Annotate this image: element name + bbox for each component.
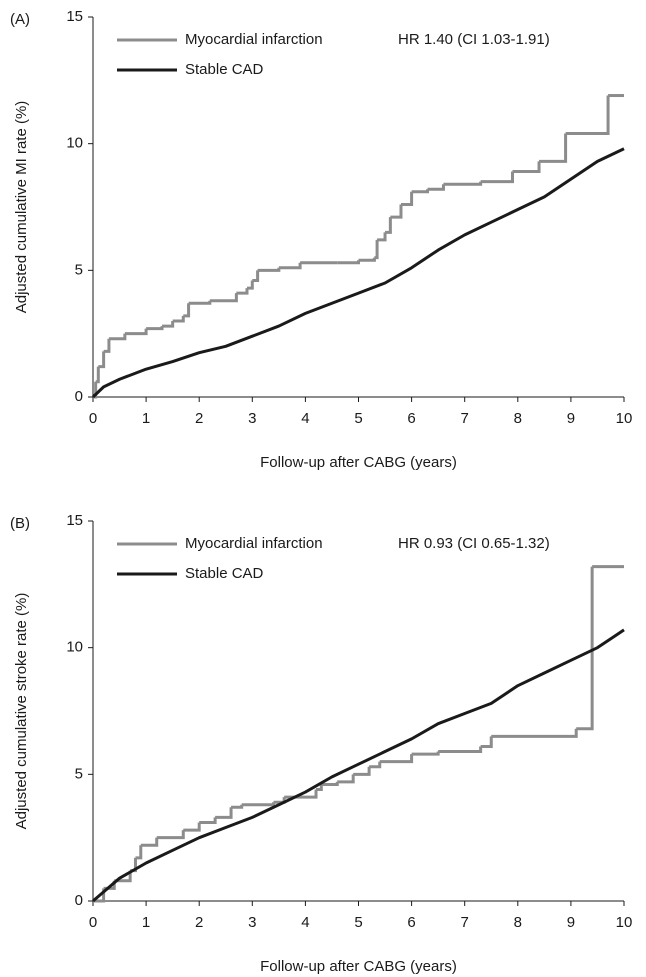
step-segment	[438, 746, 483, 754]
x-tick-label: 0	[89, 410, 97, 427]
step-segment	[539, 133, 568, 163]
step-segment	[491, 728, 578, 738]
x-tick-label: 10	[616, 914, 633, 931]
step-segment	[252, 270, 260, 282]
x-tick-label: 2	[195, 914, 203, 931]
legend-label: Myocardial infarction	[185, 31, 323, 48]
x-tick-label: 4	[301, 914, 309, 931]
x-tick-label: 0	[89, 914, 97, 931]
x-tick-label: 9	[567, 410, 575, 427]
step-segment	[480, 736, 493, 748]
y-tick-label: 0	[75, 892, 83, 909]
panel-label: (B)	[10, 515, 30, 532]
step-segment	[257, 267, 281, 272]
legend-label: Stable CAD	[185, 565, 264, 582]
step-segment	[576, 566, 594, 731]
step-segment	[337, 774, 355, 784]
step-segment	[427, 184, 445, 191]
step-segment	[411, 189, 430, 194]
step-segment	[379, 754, 414, 764]
step-segment	[135, 845, 143, 860]
x-axis-label: Follow-up after CABG (years)	[260, 958, 457, 975]
y-axis-label: Adjusted cumulative stroke rate (%)	[13, 593, 30, 830]
step-segment	[231, 804, 244, 809]
legend-label: Myocardial infarction	[185, 535, 323, 552]
step-segment	[358, 257, 376, 262]
step-segment	[377, 232, 387, 242]
y-axis-label: Adjusted cumulative MI rate (%)	[13, 101, 30, 314]
step-segment	[353, 766, 371, 776]
y-tick-label: 10	[66, 135, 83, 152]
legend-label: Stable CAD	[185, 61, 264, 78]
x-tick-label: 7	[461, 410, 469, 427]
x-tick-label: 6	[407, 410, 415, 427]
step-segment	[337, 260, 360, 265]
x-tick-label: 1	[142, 410, 150, 427]
step-segment	[400, 191, 414, 206]
x-axis-label: Follow-up after CABG (years)	[260, 454, 457, 471]
x-tick-label: 7	[461, 914, 469, 931]
step-segment	[108, 333, 127, 341]
step-segment	[278, 262, 302, 270]
x-tick-label: 1	[142, 914, 150, 931]
annotation: HR 1.40 (CI 1.03-1.91)	[398, 31, 550, 48]
step-segment	[98, 351, 106, 369]
step-segment	[162, 321, 175, 328]
step-segment	[246, 280, 254, 290]
x-tick-label: 3	[248, 914, 256, 931]
y-tick-label: 0	[75, 388, 83, 405]
series-line	[92, 628, 625, 903]
step-segment	[385, 217, 392, 234]
step-segment	[215, 807, 233, 819]
step-segment	[95, 366, 100, 384]
step-segment	[411, 751, 440, 756]
step-segment	[103, 338, 111, 353]
y-tick-label: 15	[66, 8, 83, 25]
series-line	[91, 147, 625, 399]
step-segment	[236, 288, 249, 295]
step-segment	[183, 822, 201, 832]
x-tick-label: 8	[514, 914, 522, 931]
step-segment	[390, 204, 403, 219]
step-segment	[512, 161, 541, 174]
annotation: HR 0.93 (CI 0.65-1.32)	[398, 535, 550, 552]
x-tick-label: 8	[514, 410, 522, 427]
x-tick-label: 6	[407, 914, 415, 931]
step-segment	[316, 784, 323, 792]
y-tick-label: 5	[75, 261, 83, 278]
step-segment	[172, 315, 185, 323]
x-tick-label: 3	[248, 410, 256, 427]
y-tick-label: 10	[66, 639, 83, 656]
x-tick-label: 10	[616, 410, 633, 427]
step-segment	[565, 95, 610, 136]
step-segment	[443, 181, 483, 186]
x-tick-label: 2	[195, 410, 203, 427]
step-segment	[188, 300, 212, 305]
step-segment	[156, 830, 185, 840]
y-tick-label: 15	[66, 512, 83, 529]
step-segment	[241, 802, 276, 807]
step-segment	[480, 171, 514, 184]
step-segment	[209, 293, 238, 303]
x-tick-label: 9	[567, 914, 575, 931]
step-segment	[124, 328, 148, 336]
step-segment	[146, 326, 164, 331]
x-tick-label: 5	[354, 914, 362, 931]
y-tick-label: 5	[75, 765, 83, 782]
step-segment	[374, 239, 379, 260]
step-segment	[369, 761, 382, 769]
step-segment	[199, 817, 217, 824]
step-segment	[114, 870, 132, 883]
x-tick-label: 5	[354, 410, 362, 427]
x-tick-label: 4	[301, 410, 309, 427]
step-segment	[183, 303, 191, 318]
step-segment	[140, 837, 159, 847]
panel-label: (A)	[10, 11, 30, 28]
